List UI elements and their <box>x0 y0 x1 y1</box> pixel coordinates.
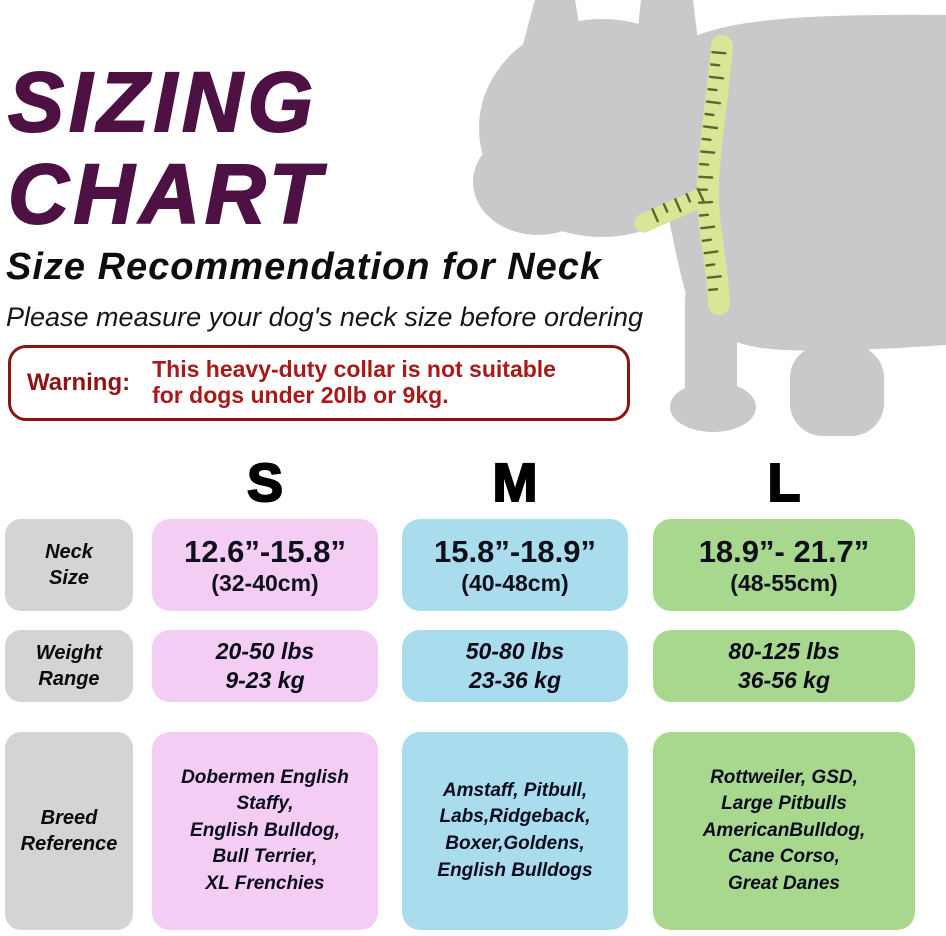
weight-range-l: 80-125 lbs 36-56 kg <box>728 638 840 693</box>
column-header-l: L <box>767 452 802 514</box>
breed-list-s: Dobermen English Staffy, English Bulldog… <box>181 766 349 894</box>
dog-silhouette-illustration <box>473 0 946 436</box>
weight-range-cell-m: 50-80 lbs 23-36 kg <box>402 630 628 702</box>
breed-reference-cell-s: Dobermen English Staffy, English Bulldog… <box>152 732 378 930</box>
measuring-tape-ticks <box>651 51 727 292</box>
breed-list-l: Rottweiler, GSD, Large Pitbulls American… <box>702 766 866 894</box>
page-title-line2: CHART <box>7 147 326 242</box>
weight-range-s: 20-50 lbs 9-23 kg <box>215 638 315 693</box>
dog-rear-paw <box>790 345 884 436</box>
breed-reference-cell-m: Amstaff, Pitbull, Labs,Ridgeback, Boxer,… <box>402 732 628 930</box>
neck-size-cm-l: (48-55cm) <box>730 569 838 596</box>
neck-size-inches-s: 12.6”-15.8” <box>184 533 346 569</box>
column-header-m: M <box>492 452 539 514</box>
measuring-tape-icon <box>634 35 733 315</box>
page-title: SIZING CHART <box>7 55 326 242</box>
dog-silhouette-icon <box>473 0 946 436</box>
dog-body <box>652 14 946 351</box>
breed-list-m: Amstaff, Pitbull, Labs,Ridgeback, Boxer,… <box>437 779 593 881</box>
breed-reference-cell-l: Rottweiler, GSD, Large Pitbulls American… <box>653 732 915 930</box>
row-header-neck-size: Neck Size <box>5 519 133 611</box>
measure-note: Please measure your dog's neck size befo… <box>6 302 644 332</box>
weight-range-m: 50-80 lbs 23-36 kg <box>465 638 565 693</box>
page-title-line1: SIZING <box>7 55 319 150</box>
neck-size-inches-l: 18.9”- 21.7” <box>698 533 870 569</box>
neck-size-inches-m: 15.8”-18.9” <box>434 533 596 569</box>
neck-size-cell-s: 12.6”-15.8” (32-40cm) <box>152 519 378 611</box>
warning-box: Warning: This heavy-duty collar is not s… <box>8 345 630 421</box>
warning-text: This heavy-duty collar is not suitable f… <box>152 356 556 408</box>
row-header-breed-reference: Breed Reference <box>5 732 133 930</box>
page-subtitle: Size Recommendation for Neck <box>6 246 603 288</box>
row-header-weight-range: Weight Range <box>5 630 133 702</box>
neck-size-cm-m: (40-48cm) <box>461 569 569 596</box>
warning-label: Warning: <box>27 369 131 396</box>
neck-size-cell-l: 18.9”- 21.7” (48-55cm) <box>653 519 915 611</box>
dog-front-paw <box>670 382 756 432</box>
weight-range-cell-s: 20-50 lbs 9-23 kg <box>152 630 378 702</box>
neck-size-cell-m: 15.8”-18.9” (40-48cm) <box>402 519 628 611</box>
column-header-s: S <box>246 452 284 514</box>
weight-range-cell-l: 80-125 lbs 36-56 kg <box>653 630 915 702</box>
neck-size-cm-s: (32-40cm) <box>211 569 319 596</box>
